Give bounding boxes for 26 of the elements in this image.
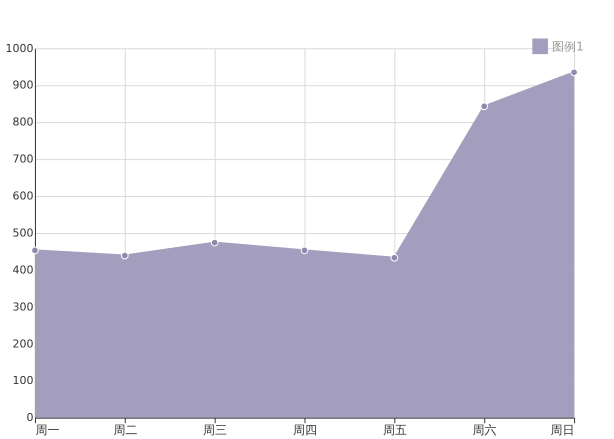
point [120,252,129,260]
y-tick-label: 900 [12,78,34,92]
x-tick-label: 周二 [113,423,138,438]
point [480,102,488,110]
x-tick-label: 周六 [472,423,497,438]
point [300,246,308,254]
y-tick-label: 500 [12,226,34,240]
y-tick-label: 600 [12,190,34,203]
legend-label: 图例1 [552,39,584,54]
x-tick-label: 周日 [550,423,575,438]
x-tick-label: 周一 [35,423,60,438]
point [31,246,39,254]
point [570,68,578,76]
y-tick-label: 0 [26,411,34,424]
y-tick-label: 300 [12,300,34,314]
y-tick-label: 800 [12,116,34,129]
y-tick-label: 400 [12,263,34,276]
x-tick-label: 周五 [382,423,407,438]
x-tick-label: 周三 [203,423,228,438]
y-tick-label: 1000 [6,42,34,55]
point [210,238,218,246]
x-tick-label: 周四 [293,423,318,438]
point [390,254,398,262]
y-tick-label: 700 [12,152,34,166]
y-tick-label: 100 [12,374,34,388]
y-tick-label: 200 [12,337,34,350]
